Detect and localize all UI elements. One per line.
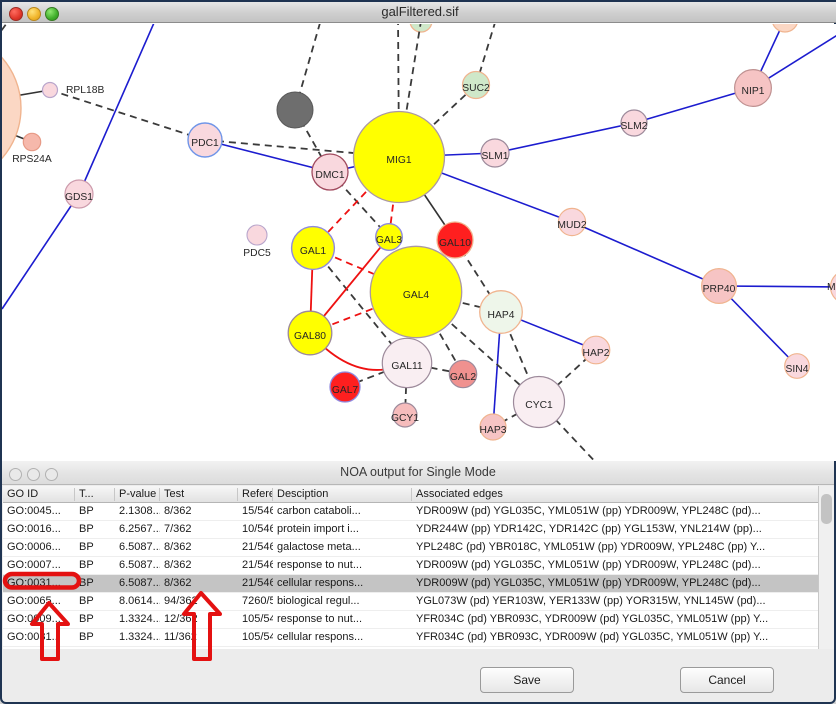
svg-text:SLM2: SLM2 [621,121,648,132]
svg-text:PDC5: PDC5 [243,248,271,259]
svg-text:SIN4: SIN4 [786,364,809,375]
svg-text:RPS24A: RPS24A [12,154,52,165]
svg-text:GAL7: GAL7 [332,385,359,396]
svg-text:GAL11: GAL11 [391,361,423,372]
svg-text:RPL18B: RPL18B [66,85,104,96]
svg-text:SUC2: SUC2 [462,83,490,94]
svg-text:HAP4: HAP4 [488,310,515,321]
svg-text:NIP1: NIP1 [742,86,765,97]
svg-text:GAL4: GAL4 [403,290,430,301]
svg-text:HAP3: HAP3 [480,425,507,436]
svg-text:GAL1: GAL1 [300,246,327,257]
svg-text:MSI1: MSI1 [827,282,836,293]
svg-text:PRP40: PRP40 [703,284,736,295]
svg-text:GAL80: GAL80 [294,331,326,342]
svg-text:SLM1: SLM1 [482,151,509,162]
svg-text:CYC1: CYC1 [525,400,553,411]
svg-text:GCY1: GCY1 [391,413,419,424]
svg-text:MIG1: MIG1 [386,155,411,166]
svg-text:GAL10: GAL10 [439,238,471,249]
svg-text:DMC1: DMC1 [315,170,344,181]
svg-text:MUD2: MUD2 [557,220,586,231]
svg-text:HAP2: HAP2 [583,348,610,359]
svg-text:GAL3: GAL3 [376,235,403,246]
svg-text:GDS1: GDS1 [65,192,93,203]
svg-text:PDC1: PDC1 [191,138,219,149]
svg-text:GAL2: GAL2 [450,372,477,383]
